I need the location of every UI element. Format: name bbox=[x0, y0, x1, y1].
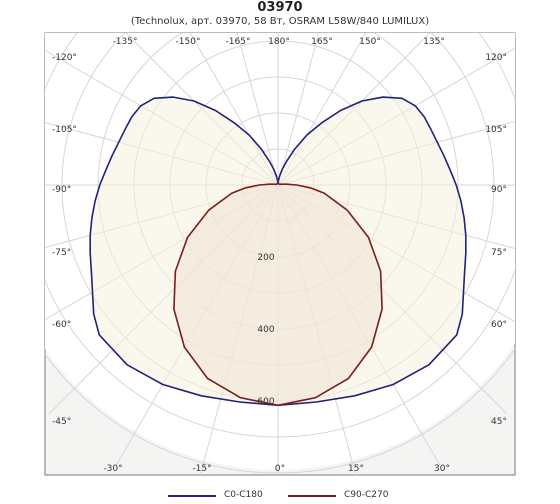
angle-label: -60° bbox=[52, 320, 71, 330]
angle-gridline bbox=[236, 33, 279, 186]
angle-label: -75° bbox=[52, 248, 71, 258]
angle-label: 180° bbox=[268, 37, 290, 47]
radial-tick-label: 200 bbox=[257, 253, 274, 263]
radial-tick-label: 600 bbox=[257, 397, 274, 407]
angle-label: 150° bbox=[359, 37, 381, 47]
legend-label-c0-c180: C0-C180 bbox=[224, 490, 263, 500]
radial-tick-label: 400 bbox=[257, 325, 274, 335]
angle-label: 165° bbox=[311, 37, 333, 47]
angle-label: 135° bbox=[423, 37, 445, 47]
legend: C0-C180 C90-C270 bbox=[0, 488, 560, 504]
angle-label: 0° bbox=[275, 464, 285, 474]
angle-label: -105° bbox=[52, 125, 77, 135]
angle-label: 45° bbox=[491, 417, 507, 427]
legend-label-c90-c270: C90-C270 bbox=[344, 490, 389, 500]
angle-label: 90° bbox=[491, 185, 507, 195]
angle-label: 30° bbox=[434, 464, 450, 474]
angle-label: -90° bbox=[52, 185, 71, 195]
angle-label: -165° bbox=[226, 37, 251, 47]
angle-label: 15° bbox=[348, 464, 364, 474]
angle-label: -150° bbox=[176, 37, 201, 47]
chart-subtitle: (Technolux, арт. 03970, 58 Вт, OSRAM L58… bbox=[130, 16, 430, 27]
angle-label: -120° bbox=[52, 53, 77, 63]
legend-swatch-c0-c180 bbox=[168, 495, 216, 497]
angle-label: 60° bbox=[491, 320, 507, 330]
angle-gridline bbox=[277, 33, 320, 186]
angle-label: -135° bbox=[113, 37, 138, 47]
angle-label: -45° bbox=[52, 417, 71, 427]
angle-label: -15° bbox=[192, 464, 211, 474]
series-fill-c90-c270 bbox=[173, 181, 383, 406]
angle-label: -30° bbox=[103, 464, 122, 474]
angle-label: 105° bbox=[485, 125, 507, 135]
chart-title: 03970 bbox=[257, 0, 303, 15]
angle-label: 120° bbox=[485, 53, 507, 63]
polar-chart: 200 400 600 -135° -150° -165° 180° 165° 150° 135°… bbox=[44, 32, 516, 476]
legend-swatch-c90-c270 bbox=[288, 495, 336, 497]
series-line-c90-c270 bbox=[173, 180, 383, 407]
angle-label: 75° bbox=[491, 248, 507, 258]
